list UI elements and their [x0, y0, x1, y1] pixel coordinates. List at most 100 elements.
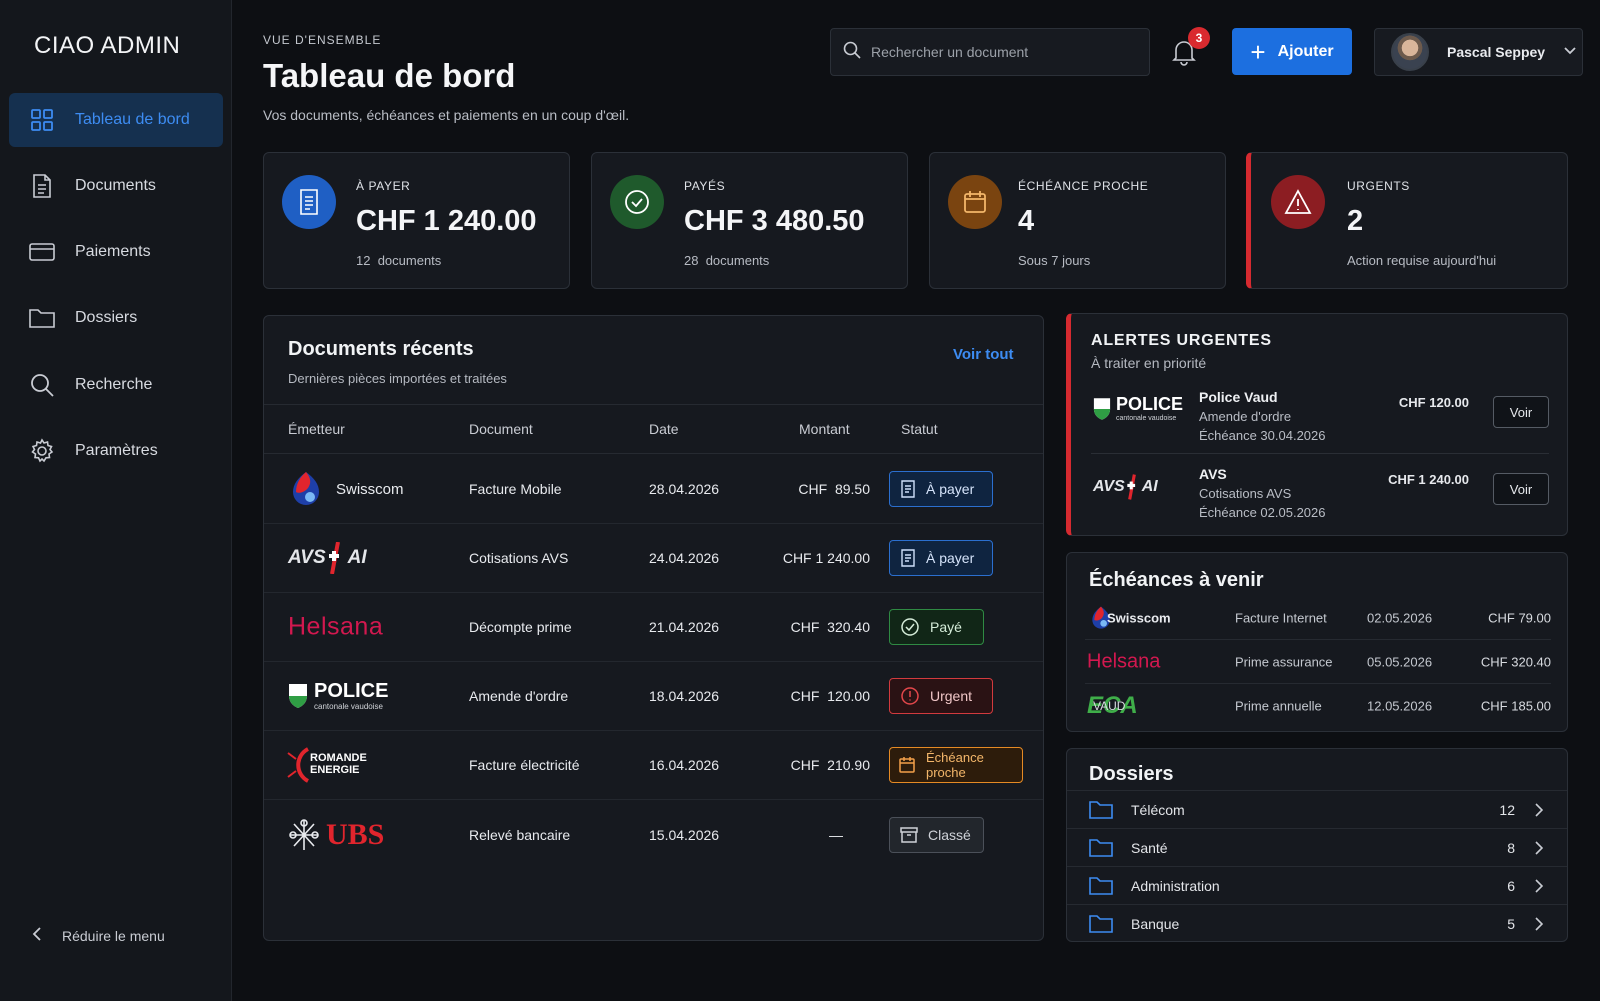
status-badge[interactable]: Payé — [889, 609, 984, 645]
collapse-menu-button[interactable]: Réduire le menu — [32, 926, 165, 945]
status-badge[interactable]: À payer — [889, 540, 993, 576]
sidebar-item-dossiers[interactable]: Dossiers — [9, 291, 223, 345]
alert-issuer: AVS — [1199, 466, 1227, 482]
issuer-name: POLICE — [1116, 394, 1184, 414]
search-input[interactable] — [871, 44, 1131, 60]
issuer-logo-avs-ai: AVS AI — [288, 542, 367, 574]
status-badge[interactable]: Urgent — [889, 678, 993, 714]
stat-count: 28 — [684, 253, 699, 268]
list-item[interactable]: Swisscom Facture Internet 02.05.2026 CHF… — [1085, 596, 1551, 640]
panel-title: Échéances à venir — [1089, 569, 1264, 591]
sidebar-item-tableau-de-bord[interactable]: Tableau de bord — [9, 93, 223, 147]
plus-icon: + — [1250, 36, 1266, 67]
page-subtitle: Vos documents, échéances et paiements en… — [263, 107, 630, 123]
notifications-button[interactable] — [1171, 38, 1199, 66]
folder-name: Santé — [1131, 839, 1168, 856]
column-header: Montant — [799, 421, 850, 437]
swiss-cross-icon — [328, 542, 340, 574]
stat-card-payes[interactable]: PAYÉS CHF 3 480.50 28 documents — [591, 152, 908, 289]
document-name: Facture électricité — [469, 757, 580, 773]
table-row[interactable]: UBS Relevé bancaire 15.04.2026 — Classé — [264, 800, 1043, 869]
view-button[interactable]: Voir — [1493, 473, 1549, 505]
police-wordmark: POLICE cantonale vaudoise — [314, 681, 388, 711]
deadline-document: Prime annuelle — [1235, 698, 1322, 714]
alert-circle-icon — [900, 686, 920, 706]
collapse-menu-label: Réduire le menu — [62, 927, 165, 944]
document-date: 18.04.2026 — [649, 688, 720, 704]
romande-energie-mark-icon — [287, 747, 310, 783]
view-all-link[interactable]: Voir tout — [953, 346, 1014, 363]
stat-sub: Sous 7 jours — [1018, 253, 1091, 268]
stat-sub: 12 documents — [356, 253, 441, 268]
document-date: 24.04.2026 — [649, 550, 720, 566]
page-eyebrow: VUE D'ENSEMBLE — [263, 33, 382, 47]
grid-icon — [29, 107, 55, 133]
deadline-amount: CHF 320.40 — [1480, 654, 1551, 669]
issuer-logo-swisscom: Swisscom — [288, 469, 404, 509]
deadline-amount: CHF 79.00 — [1488, 610, 1551, 625]
document-name: Cotisations AVS — [469, 550, 569, 566]
swisscom-logo-icon — [1092, 606, 1110, 629]
stat-label: ÉCHÉANCE PROCHE — [1018, 179, 1149, 193]
sidebar-item-label: Recherche — [75, 376, 153, 393]
folder-item-banque[interactable]: Banque 5 — [1067, 904, 1567, 942]
sidebar: CIAO ADMIN Tableau de bord Documents Pai… — [0, 0, 232, 1001]
list-item[interactable]: ECA VAUD Prime annuelle 12.05.2026 CHF 1… — [1085, 684, 1551, 728]
deadline-date: 12.05.2026 — [1367, 698, 1433, 714]
warning-icon — [1271, 175, 1325, 229]
avatar — [1391, 33, 1429, 71]
document-name: Facture Mobile — [469, 481, 562, 497]
stat-count: 12 — [356, 253, 371, 268]
stat-card-a-payer[interactable]: À PAYER CHF 1 240.00 12 documents — [263, 152, 570, 289]
document-name: Décompte prime — [469, 619, 572, 635]
table-row[interactable]: ROMANDE ENERGIE Facture électricité 16.04… — [264, 731, 1043, 800]
brand-title: CIAO ADMIN — [34, 32, 181, 59]
folder-count: 12 — [1499, 801, 1515, 818]
panel-subtitle: À traiter en priorité — [1091, 355, 1207, 371]
document-amount: CHF 1 240.00 — [782, 550, 870, 566]
folder-name: Administration — [1131, 877, 1220, 894]
sidebar-item-label: Tableau de bord — [75, 111, 190, 128]
list-item[interactable]: Helsana Prime assurance 05.05.2026 CHF 3… — [1085, 640, 1551, 684]
issuer-logo-helsana: Helsana — [1087, 650, 1161, 672]
issuer-name: Swisscom — [336, 480, 404, 498]
table-row[interactable]: AVS AI Cotisations AVS 24.04.2026 CHF 1 2… — [264, 524, 1043, 593]
search-field[interactable] — [830, 28, 1150, 76]
folder-icon — [1089, 876, 1113, 895]
stat-card-echeance-proche[interactable]: ÉCHÉANCE PROCHE 4 Sous 7 jours — [929, 152, 1226, 289]
status-label: Urgent — [930, 688, 973, 704]
user-menu[interactable]: Pascal Seppey — [1374, 28, 1583, 76]
issuer-name-part: AI — [1141, 478, 1158, 495]
recent-documents-panel: Documents récents Dernières pièces impor… — [263, 315, 1044, 941]
status-label: Payé — [930, 619, 962, 635]
stat-count-label: documents — [705, 253, 770, 268]
notifications-badge: 3 — [1188, 27, 1210, 49]
sidebar-item-recherche[interactable]: Recherche — [9, 358, 223, 412]
folder-item-sante[interactable]: Santé 8 — [1067, 828, 1567, 866]
table-row[interactable]: POLICE cantonale vaudoise Amende d'ordre… — [264, 662, 1043, 731]
column-header: Émetteur — [288, 421, 345, 437]
issuer-logo-helsana: Helsana — [288, 612, 384, 641]
table-row[interactable]: Helsana Décompte prime 21.04.2026 CHF 32… — [264, 593, 1043, 662]
folder-name: Banque — [1131, 915, 1180, 932]
table-row[interactable]: Swisscom Facture Mobile 28.04.2026 CHF 8… — [264, 455, 1043, 524]
alert-issuer: Police Vaud — [1199, 389, 1278, 405]
calendar-icon — [948, 175, 1002, 229]
status-badge[interactable]: Classé — [889, 816, 984, 853]
folder-item-telecom[interactable]: Télécom 12 — [1067, 790, 1567, 828]
alert-document: Amende d'ordre — [1199, 409, 1292, 424]
document-name: Amende d'ordre — [469, 688, 569, 704]
sidebar-item-documents[interactable]: Documents — [9, 159, 223, 213]
sidebar-item-label: Documents — [75, 177, 156, 194]
stat-card-urgents[interactable]: URGENTS 2 Action requise aujourd'hui — [1246, 152, 1568, 289]
sidebar-item-label: Dossiers — [75, 309, 138, 326]
sidebar-item-paiements[interactable]: Paiements — [9, 225, 223, 279]
stat-value: CHF 1 240.00 — [356, 205, 537, 237]
view-button[interactable]: Voir — [1493, 396, 1549, 428]
issuer-name-part: AVS — [288, 547, 326, 568]
add-button[interactable]: + Ajouter — [1232, 28, 1352, 75]
status-badge[interactable]: Échéance proche — [889, 747, 1023, 783]
sidebar-item-parametres[interactable]: Paramètres — [9, 424, 223, 478]
folder-item-administration[interactable]: Administration 6 — [1067, 866, 1567, 904]
status-badge[interactable]: À payer — [889, 471, 993, 507]
